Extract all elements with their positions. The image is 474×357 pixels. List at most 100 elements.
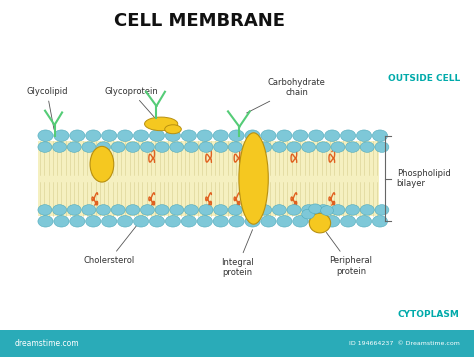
- Text: Glycolipid: Glycolipid: [26, 86, 68, 129]
- Circle shape: [140, 205, 155, 215]
- Circle shape: [118, 216, 133, 227]
- Circle shape: [38, 130, 53, 141]
- Circle shape: [375, 142, 389, 152]
- Circle shape: [118, 130, 133, 141]
- Ellipse shape: [165, 125, 181, 134]
- Circle shape: [213, 130, 228, 141]
- Text: Carbohydrate
chain: Carbohydrate chain: [246, 78, 326, 113]
- Text: CELL MEMBRANE: CELL MEMBRANE: [114, 12, 284, 30]
- Circle shape: [82, 205, 96, 215]
- Circle shape: [53, 142, 66, 152]
- Circle shape: [54, 216, 69, 227]
- Circle shape: [111, 205, 125, 215]
- Circle shape: [293, 130, 308, 141]
- Circle shape: [197, 216, 212, 227]
- Circle shape: [214, 205, 228, 215]
- Circle shape: [54, 130, 69, 141]
- Circle shape: [360, 142, 374, 152]
- Text: Cholersterol: Cholersterol: [83, 221, 140, 265]
- Ellipse shape: [309, 213, 331, 233]
- Text: CYTOPLASM: CYTOPLASM: [398, 310, 460, 319]
- Circle shape: [165, 216, 181, 227]
- Circle shape: [373, 130, 388, 141]
- Circle shape: [53, 205, 66, 215]
- Circle shape: [181, 216, 196, 227]
- Circle shape: [197, 130, 212, 141]
- Circle shape: [228, 205, 242, 215]
- Circle shape: [149, 130, 164, 141]
- Circle shape: [214, 142, 228, 152]
- Circle shape: [213, 216, 228, 227]
- Circle shape: [82, 142, 96, 152]
- Ellipse shape: [145, 117, 178, 131]
- Ellipse shape: [90, 146, 114, 182]
- Circle shape: [356, 130, 372, 141]
- Circle shape: [199, 205, 213, 215]
- Circle shape: [325, 216, 340, 227]
- Circle shape: [316, 142, 330, 152]
- Circle shape: [70, 130, 85, 141]
- Circle shape: [70, 216, 85, 227]
- Circle shape: [373, 216, 388, 227]
- Circle shape: [97, 205, 110, 215]
- Circle shape: [229, 130, 244, 141]
- Circle shape: [199, 142, 213, 152]
- Circle shape: [261, 216, 276, 227]
- Circle shape: [38, 205, 52, 215]
- Circle shape: [140, 142, 155, 152]
- Circle shape: [340, 130, 356, 141]
- Circle shape: [170, 205, 184, 215]
- Circle shape: [228, 142, 242, 152]
- Circle shape: [86, 130, 101, 141]
- Circle shape: [346, 142, 360, 152]
- Text: OUTSIDE CELL: OUTSIDE CELL: [388, 74, 460, 83]
- Circle shape: [258, 205, 272, 215]
- Circle shape: [331, 205, 345, 215]
- Circle shape: [301, 205, 316, 215]
- Circle shape: [126, 205, 140, 215]
- Circle shape: [340, 216, 356, 227]
- Ellipse shape: [239, 133, 268, 224]
- Circle shape: [273, 205, 286, 215]
- Circle shape: [360, 205, 374, 215]
- Circle shape: [134, 216, 149, 227]
- Circle shape: [293, 216, 308, 227]
- Circle shape: [243, 142, 257, 152]
- Circle shape: [301, 209, 315, 219]
- Circle shape: [101, 130, 117, 141]
- Circle shape: [86, 216, 101, 227]
- Circle shape: [184, 142, 199, 152]
- Circle shape: [277, 130, 292, 141]
- Circle shape: [301, 142, 316, 152]
- Bar: [0, 330, 474, 357]
- Circle shape: [309, 130, 324, 141]
- Circle shape: [38, 142, 52, 152]
- Text: Peripheral
protein: Peripheral protein: [326, 232, 373, 276]
- Circle shape: [287, 142, 301, 152]
- Circle shape: [375, 205, 389, 215]
- Text: Phospholipid
bilayer: Phospholipid bilayer: [397, 169, 450, 188]
- Circle shape: [67, 142, 81, 152]
- Circle shape: [245, 130, 260, 141]
- Circle shape: [277, 216, 292, 227]
- Circle shape: [273, 142, 286, 152]
- Circle shape: [134, 130, 149, 141]
- Text: ID 194664237  © Dreamstime.com: ID 194664237 © Dreamstime.com: [349, 341, 460, 346]
- Circle shape: [287, 205, 301, 215]
- Circle shape: [331, 142, 345, 152]
- Circle shape: [258, 142, 272, 152]
- Circle shape: [97, 142, 110, 152]
- Circle shape: [184, 205, 199, 215]
- Text: Integral
protein: Integral protein: [220, 230, 254, 277]
- Circle shape: [356, 216, 372, 227]
- Circle shape: [149, 216, 164, 227]
- Text: Glycoprotein: Glycoprotein: [104, 86, 159, 123]
- Circle shape: [67, 205, 81, 215]
- Bar: [38, 141, 379, 216]
- Circle shape: [155, 142, 169, 152]
- Circle shape: [170, 142, 184, 152]
- Circle shape: [309, 204, 322, 213]
- Circle shape: [229, 216, 244, 227]
- Circle shape: [155, 205, 169, 215]
- Circle shape: [346, 205, 360, 215]
